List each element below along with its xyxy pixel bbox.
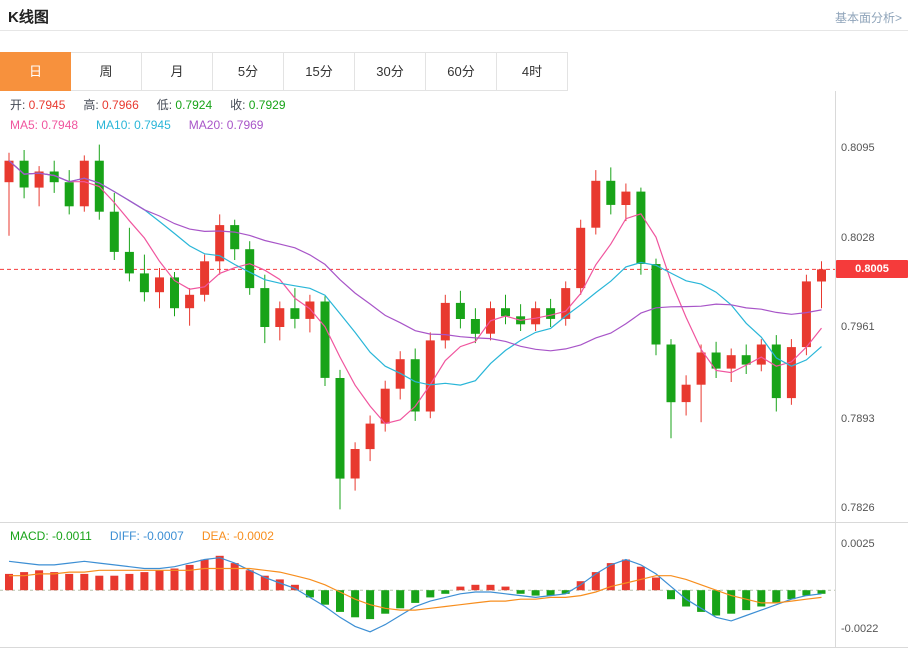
y-axis [835, 91, 908, 648]
tab-week[interactable]: 周 [71, 52, 142, 91]
legend-item: 高: 0.7966 [83, 98, 139, 112]
ohlc-legend: 开: 0.7945 高: 0.7966 低: 0.7924 收: 0.7929 [10, 96, 304, 113]
y-axis-label: 0.7826 [841, 502, 875, 514]
y-axis-label: 0.7893 [841, 413, 875, 425]
legend-item: MACD: -0.0011 [10, 529, 92, 543]
last-price-tag: 0.8005 [836, 260, 908, 278]
legend-item: 开: 0.7945 [10, 98, 66, 112]
ma-legend: MA5: 0.7948 MA10: 0.7945 MA20: 0.7969 [10, 118, 281, 132]
tab-60min[interactable]: 60分 [426, 52, 497, 91]
legend-item: MA5: 0.7948 [10, 118, 79, 132]
tab-month[interactable]: 月 [142, 52, 213, 91]
y-axis-label: 0.7961 [841, 321, 875, 333]
y-axis-label: 0.8095 [841, 142, 875, 154]
candlestick-chart[interactable] [0, 91, 835, 522]
legend-item: DIFF: -0.0007 [109, 529, 184, 543]
tab-5min[interactable]: 5分 [213, 52, 284, 91]
legend-item: 低: 0.7924 [156, 98, 213, 112]
chart-bottom-border [0, 647, 908, 648]
tab-day[interactable]: 日 [0, 52, 71, 91]
page-title: K线图 [8, 9, 49, 26]
y-axis-label: 0.0025 [841, 538, 875, 550]
panel-separator [0, 522, 908, 523]
y-axis-label: -0.0022 [841, 623, 879, 635]
legend-item: DEA: -0.0002 [201, 529, 274, 543]
header: K线图 基本面分析> [0, 0, 908, 31]
fundamental-analysis-link[interactable]: 基本面分析> [834, 11, 902, 25]
tab-30min[interactable]: 30分 [355, 52, 426, 91]
period-tabbar: 日周月 5分 15分 30分 60分 4时 [0, 52, 568, 91]
tab-15min[interactable]: 15分 [284, 52, 355, 91]
tab-4hour[interactable]: 4时 [497, 52, 568, 91]
legend-item: MA20: 0.7969 [188, 118, 264, 132]
legend-item: 收: 0.7929 [230, 98, 286, 112]
macd-chart[interactable] [0, 524, 835, 648]
legend-item: MA10: 0.7945 [96, 118, 171, 132]
macd-legend: MACD: -0.0011 DIFF: -0.0007 DEA: -0.0002 [10, 529, 292, 543]
y-axis-label: 0.8028 [841, 232, 875, 244]
